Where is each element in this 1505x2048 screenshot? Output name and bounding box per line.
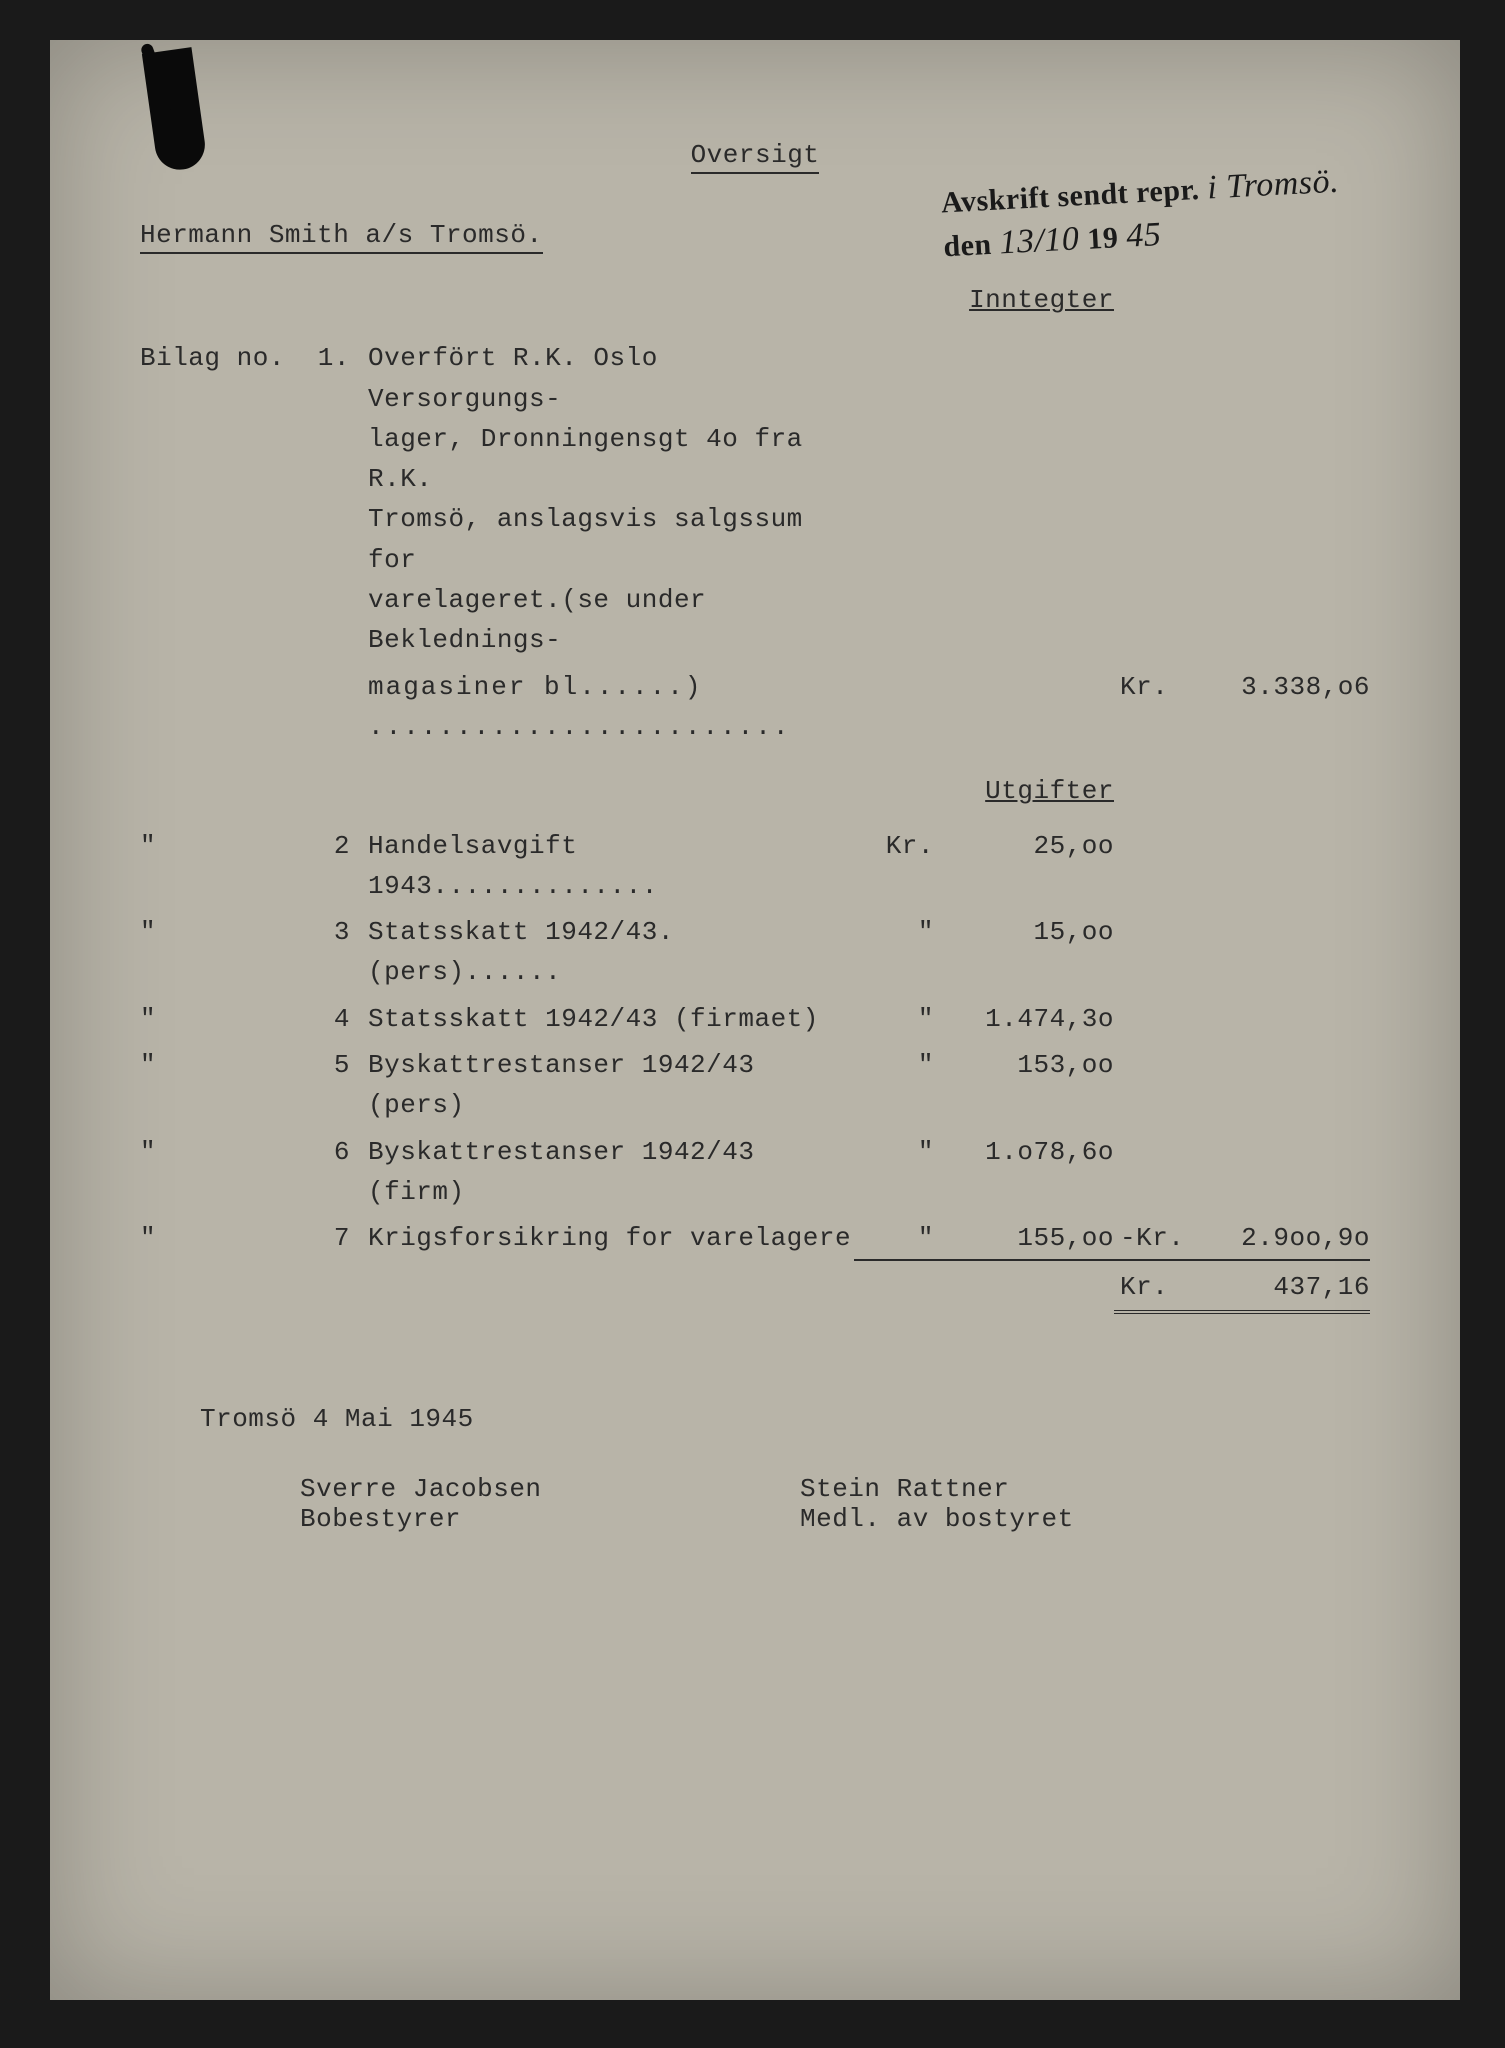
expense-desc: Byskattrestanser 1942/43 (firm) — [368, 1132, 854, 1213]
expense-row: " 4 Statsskatt 1942/43 (firmaet) " 1.474… — [140, 999, 1370, 1039]
expense-row: " 5 Byskattrestanser 1942/43 (pers) " 15… — [140, 1045, 1370, 1126]
bilag-1-num: 1. — [290, 338, 368, 378]
bilag-1-amount: 3.338,o6 — [1200, 667, 1370, 707]
balance-row: Kr. 437,16 — [140, 1267, 1370, 1314]
expense-amount: 1.474,3o — [944, 999, 1114, 1039]
avskrift-stamp: Avskrift sendt repr. i Tromsö. den 13/10… — [940, 160, 1342, 269]
sig-right-name: Stein Rattner — [800, 1474, 1370, 1504]
ditto-mark: " — [140, 999, 290, 1039]
expense-desc: Handelsavgift 1943.............. — [368, 826, 854, 907]
expense-num: 7 — [290, 1218, 368, 1258]
expense-desc: Statsskatt 1942/43 (firmaet) — [368, 999, 854, 1039]
expense-amount: 155,oo — [944, 1218, 1114, 1260]
sig-left-title: Bobestyrer — [300, 1504, 800, 1534]
expense-cur: " — [854, 1045, 944, 1085]
expense-cur: " — [854, 999, 944, 1039]
expense-cur: " — [854, 912, 944, 952]
ditto-mark: " — [140, 1045, 290, 1085]
expense-cur: " — [854, 1132, 944, 1172]
document-title: Oversigt — [140, 140, 1370, 170]
expense-cur: Kr. — [854, 826, 944, 866]
expense-row-last: " 7 Krigsforsikring for varelagere " 155… — [140, 1218, 1370, 1260]
company-text: Hermann Smith a/s Tromsö. — [140, 220, 543, 254]
expense-amount: 15,oo — [944, 912, 1114, 952]
expense-desc: Krigsforsikring for varelagere — [368, 1218, 854, 1258]
stamp-line2-den: den — [942, 228, 992, 263]
stamp-line1-hand: i Tromsö. — [1206, 163, 1339, 207]
ditto-mark: " — [140, 1132, 290, 1172]
bilag-1-desc-l5: magasiner bl......) ....................… — [368, 667, 854, 748]
stamp-line1-print: Avskrift sendt repr. — [940, 173, 1200, 219]
bilag-1-currency: Kr. — [1114, 667, 1200, 707]
ditto-mark: " — [140, 1218, 290, 1258]
expense-amount: 1.o78,6o — [944, 1132, 1114, 1172]
expense-desc: Byskattrestanser 1942/43 (pers) — [368, 1045, 854, 1126]
expense-header-row: Utgifter — [140, 771, 1370, 811]
expense-amount: 153,oo — [944, 1045, 1114, 1085]
expense-num: 2 — [290, 826, 368, 866]
income-header-row: Inntegter — [140, 280, 1370, 320]
stamp-line2-19: 19 — [1086, 221, 1119, 256]
bilag-1-lastline: magasiner bl......) ....................… — [140, 667, 1370, 748]
bilag-1-row: Bilag no. 1. Overfört R.K. Oslo Versorgu… — [140, 338, 1370, 660]
bilag-1-desc-l3: Tromsö, anslagsvis salgssum for — [368, 499, 854, 580]
title-text: Oversigt — [691, 140, 820, 174]
bilag-1-desc-l4: varelageret.(se under Beklednings- — [368, 580, 854, 661]
stamp-line2-year: 45 — [1125, 216, 1162, 255]
expense-row: " 2 Handelsavgift 1943.............. Kr.… — [140, 826, 1370, 907]
expense-num: 4 — [290, 999, 368, 1039]
balance-amount: 437,16 — [1200, 1267, 1370, 1314]
expense-num: 5 — [290, 1045, 368, 1085]
expense-desc: Statsskatt 1942/43.(pers)...... — [368, 912, 854, 993]
place-date: Tromsö 4 Mai 1945 — [200, 1404, 1370, 1434]
sig-right-title: Medl. av bostyret — [800, 1504, 1370, 1534]
expense-cur: " — [854, 1218, 944, 1260]
bilag-1-desc-l1: Overfört R.K. Oslo Versorgungs- — [368, 338, 854, 419]
bilag-1-desc-l2: lager, Dronningensgt 4o fra R.K. — [368, 419, 854, 500]
expense-amount: 25,oo — [944, 826, 1114, 866]
sig-left-name: Sverre Jacobsen — [300, 1474, 800, 1504]
ditto-mark: " — [140, 826, 290, 866]
expense-num: 3 — [290, 912, 368, 952]
ditto-mark: " — [140, 912, 290, 952]
expense-header: Utgifter — [985, 776, 1114, 806]
stamp-line2-date: 13/10 — [998, 220, 1080, 261]
balance-cur: Kr. — [1114, 1267, 1200, 1314]
expense-num: 6 — [290, 1132, 368, 1172]
expense-row: " 3 Statsskatt 1942/43.(pers)...... " 15… — [140, 912, 1370, 993]
income-header: Inntegter — [969, 285, 1114, 315]
expense-total: 2.9oo,9o — [1200, 1218, 1370, 1260]
expense-total-cur: -Kr. — [1114, 1218, 1200, 1260]
document-page: Avskrift sendt repr. i Tromsö. den 13/10… — [50, 40, 1460, 2000]
bilag-label: Bilag no. — [140, 338, 290, 378]
expense-row: " 6 Byskattrestanser 1942/43 (firm) " 1.… — [140, 1132, 1370, 1213]
signature-block: Tromsö 4 Mai 1945 Sverre Jacobsen Bobest… — [140, 1404, 1370, 1534]
